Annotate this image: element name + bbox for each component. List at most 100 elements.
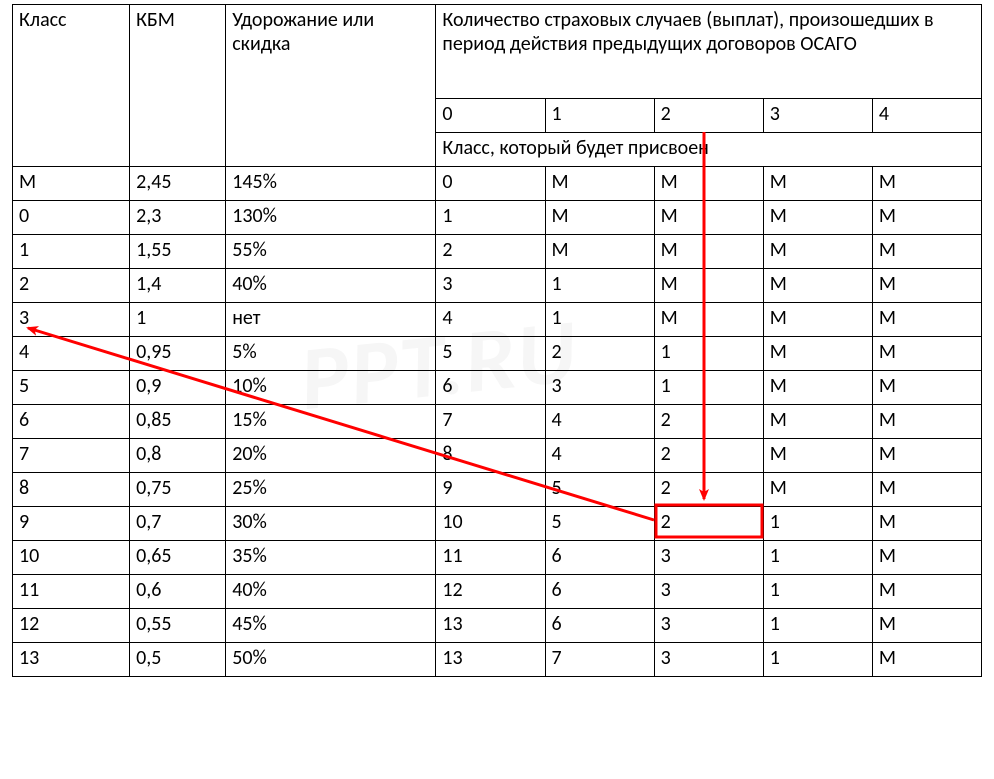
table-cell: 3 [654, 609, 763, 643]
table-cell: М [872, 507, 981, 541]
table-cell: 5 [436, 337, 545, 371]
table-row: 90,730%10521М [13, 507, 982, 541]
table-cell: М [763, 201, 872, 235]
table-cell: 5 [545, 473, 654, 507]
table-cell: 7 [13, 439, 130, 473]
table-cell: 20% [226, 439, 436, 473]
table-cell: М [545, 235, 654, 269]
table-cell: 0,9 [130, 371, 226, 405]
header-group-sub: Класс, который будет присвоен [436, 133, 982, 167]
table-cell: 4 [545, 405, 654, 439]
page-root: PPT.RU Класс КБМ Удорожание или скидка К… [0, 0, 994, 779]
table-cell: 3 [654, 643, 763, 677]
header-row-1: Класс КБМ Удорожание или скидка Количест… [13, 5, 982, 99]
table-cell: 0,5 [130, 643, 226, 677]
table-cell: 4 [545, 439, 654, 473]
table-cell: 3 [654, 541, 763, 575]
table-cell: 30% [226, 507, 436, 541]
table-cell: 6 [545, 541, 654, 575]
table-cell: 4 [436, 303, 545, 337]
table-cell: 3 [13, 303, 130, 337]
table-cell: 45% [226, 609, 436, 643]
table-cell: 10 [436, 507, 545, 541]
table-cell: 25% [226, 473, 436, 507]
table-cell: М [545, 201, 654, 235]
header-num-0: 0 [436, 99, 545, 133]
table-cell: 1,4 [130, 269, 226, 303]
table-cell: 6 [545, 575, 654, 609]
table-cell: 11 [13, 575, 130, 609]
table-row: 50,910%631ММ [13, 371, 982, 405]
table-cell: М [872, 541, 981, 575]
table-cell: М [654, 201, 763, 235]
table-cell: 7 [436, 405, 545, 439]
table-cell: 1 [763, 643, 872, 677]
table-cell: 10% [226, 371, 436, 405]
table-cell: 0,6 [130, 575, 226, 609]
table-cell: 0,85 [130, 405, 226, 439]
table-cell: 0,65 [130, 541, 226, 575]
table-cell: 1,55 [130, 235, 226, 269]
table-cell: 11 [436, 541, 545, 575]
table-cell: 5 [545, 507, 654, 541]
table-cell: 0,55 [130, 609, 226, 643]
table-row: 110,640%12631М [13, 575, 982, 609]
table-cell: 1 [763, 507, 872, 541]
table-cell: 40% [226, 575, 436, 609]
table-cell: 40% [226, 269, 436, 303]
table-cell: 6 [13, 405, 130, 439]
table-cell: М [654, 303, 763, 337]
table-cell: 6 [545, 609, 654, 643]
header-group-top: Количество страховых случаев (выплат), п… [436, 5, 982, 99]
table-head: Класс КБМ Удорожание или скидка Количест… [13, 5, 982, 167]
header-col-discount: Удорожание или скидка [226, 5, 436, 167]
header-col-class: Класс [13, 5, 130, 167]
table-row: 100,6535%11631М [13, 541, 982, 575]
table-cell: 13 [436, 609, 545, 643]
table-cell: 0,7 [130, 507, 226, 541]
table-cell: 2 [436, 235, 545, 269]
table-cell: М [872, 235, 981, 269]
table-cell: М [872, 303, 981, 337]
table-cell: 12 [436, 575, 545, 609]
table-cell: 145% [226, 167, 436, 201]
table-cell: М [872, 439, 981, 473]
table-body: М2,45145%0ММММ02,3130%1ММММ11,5555%2ММММ… [13, 167, 982, 677]
table-row: 120,5545%13631М [13, 609, 982, 643]
table-cell: 13 [13, 643, 130, 677]
table-cell: 3 [436, 269, 545, 303]
table-cell: 9 [436, 473, 545, 507]
table-cell: М [763, 303, 872, 337]
table-row: 31нет41МММ [13, 303, 982, 337]
table-cell: М [763, 405, 872, 439]
table-cell: М [872, 167, 981, 201]
table-cell: М [872, 269, 981, 303]
table-cell: М [763, 167, 872, 201]
table-cell: 55% [226, 235, 436, 269]
table-cell: М [872, 337, 981, 371]
table-cell: 9 [13, 507, 130, 541]
table-cell: 3 [545, 371, 654, 405]
table-cell: 13 [436, 643, 545, 677]
table-cell: М [872, 609, 981, 643]
header-col-kbm: КБМ [130, 5, 226, 167]
table-row: 21,440%31МММ [13, 269, 982, 303]
table-cell: М [13, 167, 130, 201]
table-cell: 4 [13, 337, 130, 371]
table-row: 70,820%842ММ [13, 439, 982, 473]
table-cell: М [763, 269, 872, 303]
table-cell: 1 [13, 235, 130, 269]
table-cell: М [872, 575, 981, 609]
header-num-1: 1 [545, 99, 654, 133]
table-row: 11,5555%2ММММ [13, 235, 982, 269]
table-cell: М [763, 473, 872, 507]
table-cell: 0,75 [130, 473, 226, 507]
table-cell: 1 [763, 609, 872, 643]
kbm-table: Класс КБМ Удорожание или скидка Количест… [12, 4, 982, 677]
table-cell: 5% [226, 337, 436, 371]
table-cell: 2 [654, 439, 763, 473]
table-cell: М [763, 371, 872, 405]
table-cell: М [545, 167, 654, 201]
table-cell: 2 [13, 269, 130, 303]
table-row: 02,3130%1ММММ [13, 201, 982, 235]
